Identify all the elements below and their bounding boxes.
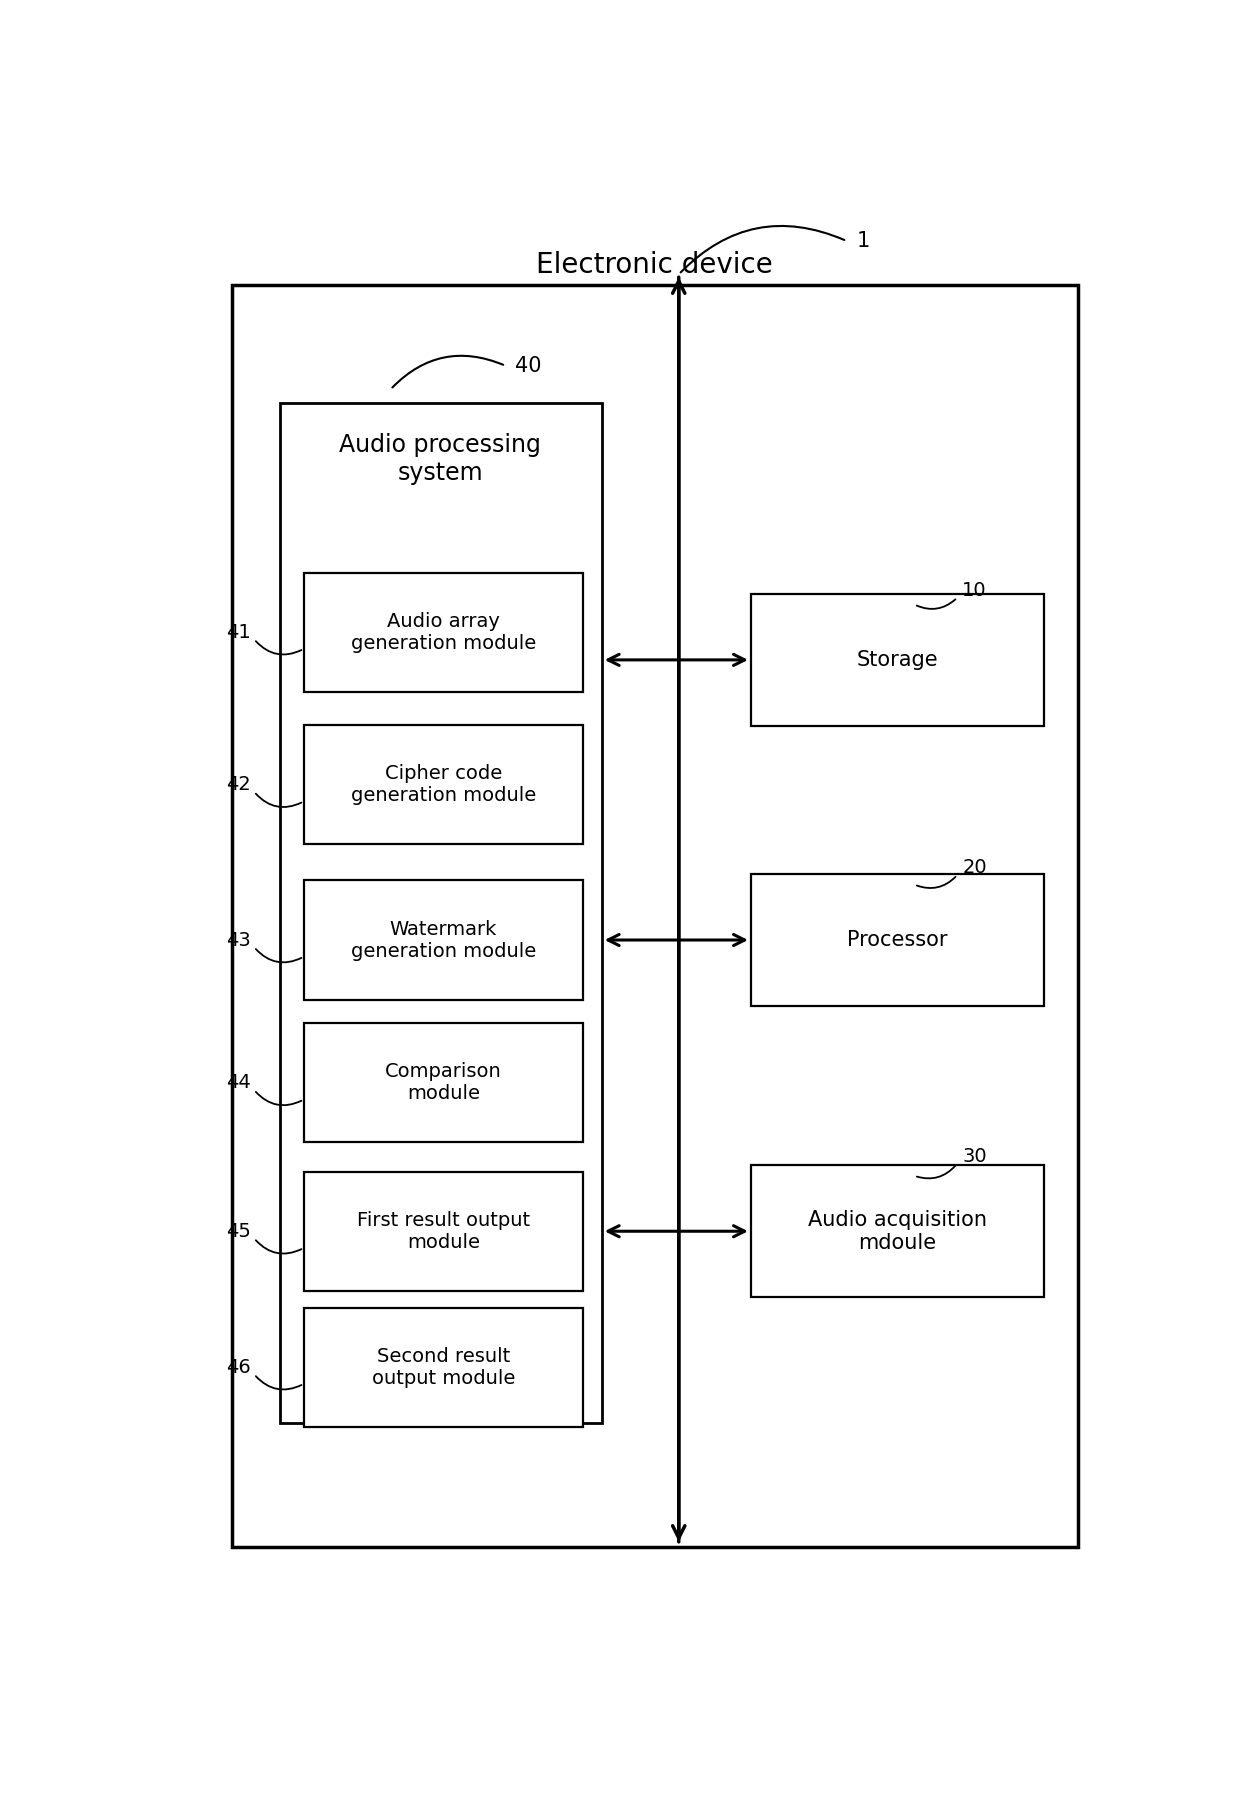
Text: 30: 30: [962, 1147, 987, 1165]
Bar: [304, 726, 583, 845]
Text: Audio processing
system: Audio processing system: [340, 432, 542, 484]
Bar: [280, 403, 601, 1423]
Text: 41: 41: [227, 623, 250, 641]
Text: Cipher code
generation module: Cipher code generation module: [351, 764, 536, 805]
Text: Audio array
generation module: Audio array generation module: [351, 612, 536, 652]
Bar: [751, 594, 1044, 726]
Text: Audio acquisition
mdoule: Audio acquisition mdoule: [808, 1210, 987, 1253]
Text: Second result
output module: Second result output module: [372, 1347, 515, 1387]
Text: Watermark
generation module: Watermark generation module: [351, 920, 536, 960]
Bar: [304, 1172, 583, 1291]
Text: 44: 44: [227, 1073, 250, 1093]
Text: First result output
module: First result output module: [357, 1210, 529, 1252]
Bar: [304, 881, 583, 1000]
Text: 1: 1: [857, 231, 869, 250]
Text: 45: 45: [226, 1221, 250, 1241]
Text: 42: 42: [227, 774, 250, 794]
Text: 43: 43: [227, 931, 250, 949]
Text: Electronic device: Electronic device: [537, 250, 773, 279]
Text: Processor: Processor: [847, 929, 947, 949]
Bar: [304, 1023, 583, 1142]
Bar: [304, 1308, 583, 1426]
Text: 40: 40: [516, 357, 542, 376]
Bar: [232, 286, 1078, 1547]
Text: 10: 10: [962, 582, 987, 600]
Text: 20: 20: [962, 859, 987, 877]
Bar: [751, 1165, 1044, 1297]
Text: Comparison
module: Comparison module: [384, 1063, 502, 1104]
Text: 46: 46: [227, 1358, 250, 1376]
Bar: [751, 873, 1044, 1007]
Text: Storage: Storage: [857, 650, 939, 670]
Bar: [304, 573, 583, 692]
